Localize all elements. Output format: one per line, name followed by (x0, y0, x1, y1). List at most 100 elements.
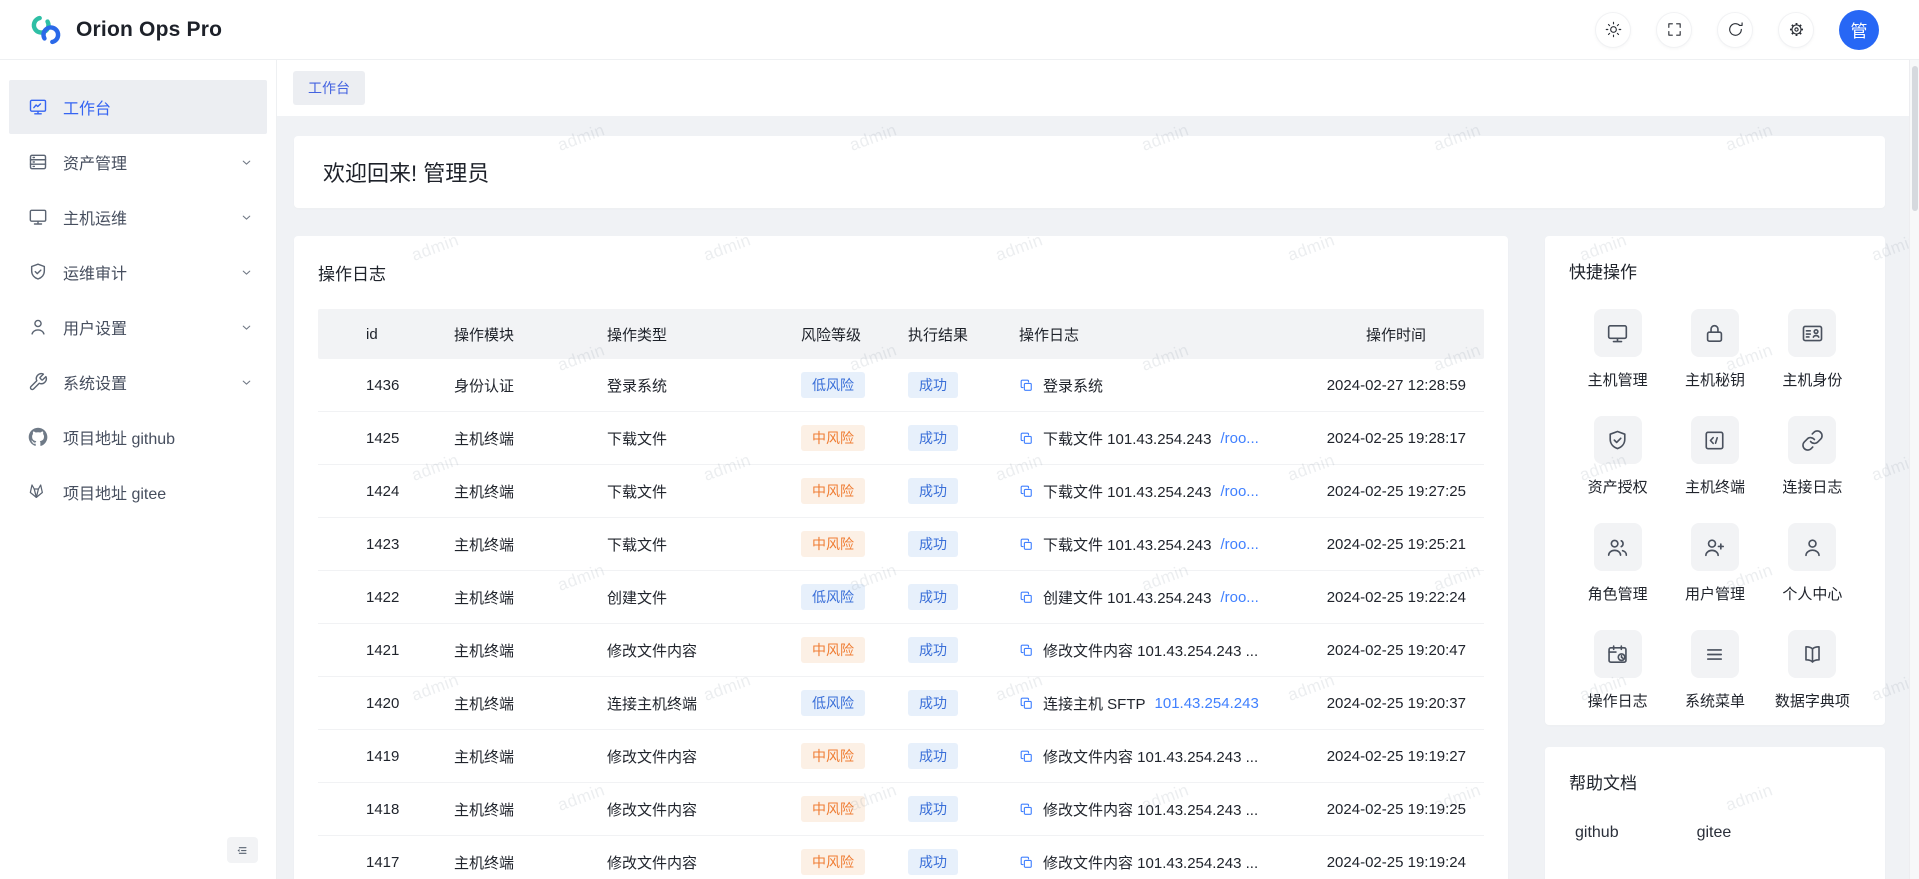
quick-action-host-identity[interactable]: 主机身份 (1766, 309, 1858, 390)
table-row[interactable]: 1423 主机终端 下载文件 中风险 成功 下载文件 101.43.254.243/roo… (318, 518, 1484, 571)
help-link-gitee[interactable]: gitee (1696, 824, 1732, 841)
menu-icon (1703, 643, 1726, 666)
sidebar-item-label: 资产管理 (63, 156, 128, 173)
risk-badge: 中风险 (801, 424, 865, 452)
table-row[interactable]: 1425 主机终端 下载文件 中风险 成功 下载文件 101.43.254.243/roo… (318, 412, 1484, 465)
log-link[interactable]: 101.43.254.243 (1154, 694, 1259, 712)
quick-action-host-manage[interactable]: 主机管理 (1572, 309, 1664, 390)
sidebar-item-user-settings[interactable]: 用户设置 (9, 300, 267, 354)
copy-icon[interactable] (1019, 484, 1034, 499)
result-badge: 成功 (908, 848, 958, 876)
cell-time: 2024-02-25 19:19:27 (1326, 747, 1466, 765)
risk-badge: 低风险 (801, 371, 865, 399)
column-header: 操作类型 (607, 326, 668, 344)
theme-button[interactable] (1595, 11, 1631, 48)
table-row[interactable]: 1418 主机终端 修改文件内容 中风险 成功 修改文件内容 101.43.254.243… (318, 783, 1484, 836)
risk-badge: 中风险 (801, 636, 865, 664)
sidebar-item-label: 工作台 (63, 101, 112, 118)
log-link[interactable]: /roo... (1220, 482, 1259, 500)
cell-log: 登录系统 (1003, 375, 1284, 396)
cell-log: 下载文件 101.43.254.243/roo... (1003, 481, 1284, 502)
sidebar-collapse-button[interactable] (227, 837, 258, 863)
cell-risk: 中风险 (785, 530, 892, 558)
quick-action-asset-auth[interactable]: 资产授权 (1572, 416, 1664, 497)
quick-action-user-manage[interactable]: 用户管理 (1669, 523, 1761, 604)
table-row[interactable]: 1422 主机终端 创建文件 低风险 成功 创建文件 101.43.254.243/roo… (318, 571, 1484, 624)
cell-type: 修改文件内容 (607, 748, 698, 766)
tab-bar: 工作台 (277, 60, 1919, 116)
log-text: 创建文件 101.43.254.243 (1043, 589, 1212, 607)
table-body: 1436 身份认证 登录系统 低风险 成功 登录系统 2024-02-27 12:28:59… (318, 359, 1484, 879)
fullscreen-button[interactable] (1656, 11, 1692, 48)
cell-module: 主机终端 (454, 589, 515, 607)
quick-action-system-menu[interactable]: 系统菜单 (1669, 630, 1761, 711)
table-row[interactable]: 1417 主机终端 修改文件内容 中风险 成功 修改文件内容 101.43.254.243… (318, 836, 1484, 879)
cell-type: 修改文件内容 (607, 854, 698, 872)
tab-workbench[interactable]: 工作台 (293, 71, 365, 105)
copy-icon[interactable] (1019, 431, 1034, 446)
sidebar-item-github[interactable]: 项目地址 github (9, 410, 267, 464)
table-row[interactable]: 1420 主机终端 连接主机终端 低风险 成功 连接主机 SFTP 101.43.254.2… (318, 677, 1484, 730)
cell-log: 下载文件 101.43.254.243/roo... (1003, 428, 1284, 449)
risk-badge: 低风险 (801, 583, 865, 611)
copy-icon[interactable] (1019, 537, 1034, 552)
cell-id: 1424 (366, 482, 400, 500)
table-row[interactable]: 1424 主机终端 下载文件 中风险 成功 下载文件 101.43.254.243/roo… (318, 465, 1484, 518)
quick-action-connect-log[interactable]: 连接日志 (1766, 416, 1858, 497)
chevron-down-icon (240, 156, 253, 169)
quick-action-label: 主机管理 (1587, 372, 1648, 389)
quick-action-label: 个人中心 (1782, 586, 1843, 603)
copy-icon[interactable] (1019, 855, 1034, 870)
cell-result: 成功 (892, 636, 1003, 664)
log-text: 修改文件内容 101.43.254.243 ... (1043, 854, 1259, 872)
sidebar-item-system-settings[interactable]: 系统设置 (9, 355, 267, 409)
copy-icon[interactable] (1019, 643, 1034, 658)
sidebar-item-gitee[interactable]: 项目地址 gitee (9, 465, 267, 519)
sidebar-item-host-ops[interactable]: 主机运维 (9, 190, 267, 244)
copy-icon[interactable] (1019, 749, 1034, 764)
log-link[interactable]: /roo... (1220, 588, 1259, 606)
column-header: 操作模块 (454, 326, 515, 344)
assets-icon (28, 152, 48, 172)
log-text: 连接主机 SFTP (1043, 695, 1146, 713)
scrollbar-thumb[interactable] (1912, 66, 1918, 211)
copy-icon[interactable] (1019, 802, 1034, 817)
quick-action-host-key[interactable]: 主机秘钥 (1669, 309, 1761, 390)
table-row[interactable]: 1421 主机终端 修改文件内容 中风险 成功 修改文件内容 101.43.254.243… (318, 624, 1484, 677)
copy-icon[interactable] (1019, 590, 1034, 605)
sidebar-item-ops-audit[interactable]: 运维审计 (9, 245, 267, 299)
refresh-button[interactable] (1717, 11, 1753, 48)
sidebar-item-workbench[interactable]: 工作台 (9, 80, 267, 134)
cell-log: 修改文件内容 101.43.254.243 ... (1003, 640, 1284, 661)
quick-action-data-dict[interactable]: 数据字典项 (1766, 630, 1858, 711)
result-badge: 成功 (908, 689, 958, 717)
sidebar-item-assets[interactable]: 资产管理 (9, 135, 267, 189)
settings-button[interactable] (1778, 11, 1814, 48)
help-link-github[interactable]: github (1575, 824, 1619, 841)
cell-module: 主机终端 (454, 748, 515, 766)
quick-action-label: 操作日志 (1587, 693, 1648, 710)
result-badge: 成功 (908, 742, 958, 770)
quick-action-personal-center[interactable]: 个人中心 (1766, 523, 1858, 604)
book-icon (1801, 643, 1824, 666)
risk-badge: 中风险 (801, 795, 865, 823)
scrollbar (1909, 60, 1919, 879)
userplus-icon (1703, 536, 1726, 559)
quick-action-operation-log[interactable]: 操作日志 (1572, 630, 1664, 711)
result-badge: 成功 (908, 583, 958, 611)
operation-log-table: id 操作模块 操作类型 风险等级 执行结果 操作日志 操作时间 1436 身份认证 登录系统低… (318, 309, 1484, 879)
copy-icon[interactable] (1019, 378, 1034, 393)
copy-icon[interactable] (1019, 696, 1034, 711)
log-text: 修改文件内容 101.43.254.243 ... (1043, 748, 1259, 766)
table-row[interactable]: 1419 主机终端 修改文件内容 中风险 成功 修改文件内容 101.43.254.243… (318, 730, 1484, 783)
quick-action-host-terminal[interactable]: 主机终端 (1669, 416, 1761, 497)
log-link[interactable]: /roo... (1220, 535, 1259, 553)
cell-time: 2024-02-25 19:25:21 (1326, 535, 1466, 553)
quick-action-role-manage[interactable]: 角色管理 (1572, 523, 1664, 604)
table-row[interactable]: 1436 身份认证 登录系统 低风险 成功 登录系统 2024-02-27 12:28:59 (318, 359, 1484, 412)
quick-actions-card: 快捷操作 主机管理 主机秘钥 主机身份 资产授权 主机终端 连接日志 角色管理 用户管理 个人中… (1545, 236, 1885, 725)
help-links: github gitee (1569, 824, 1861, 842)
avatar[interactable]: 管 (1839, 9, 1879, 50)
log-link[interactable]: /roo... (1220, 429, 1259, 447)
cell-id: 1417 (366, 853, 400, 871)
